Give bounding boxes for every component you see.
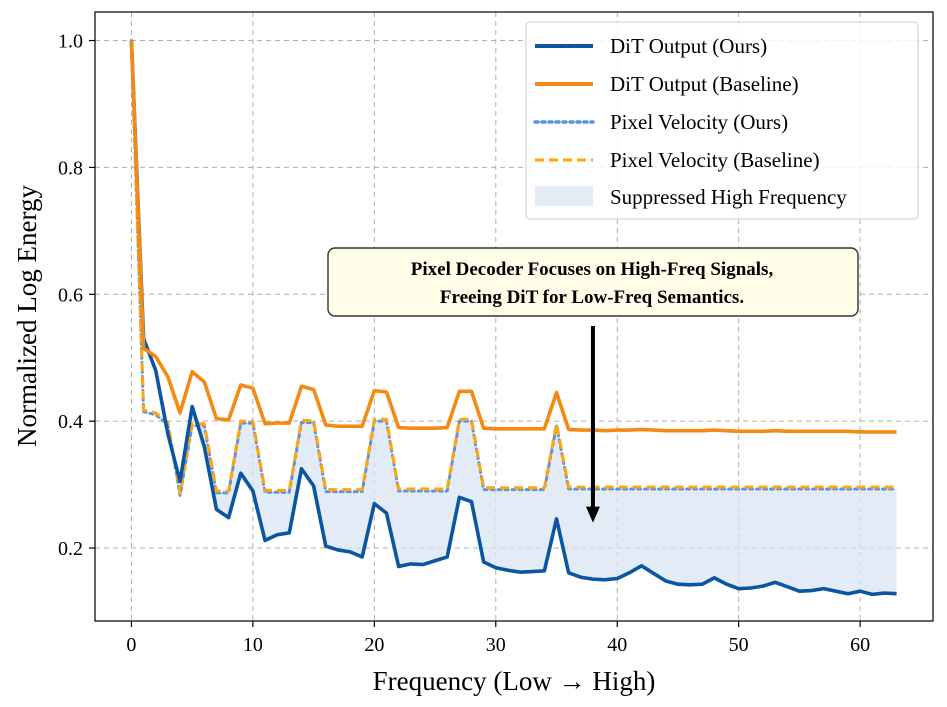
x-axis-title: Frequency (Low → High) xyxy=(373,666,656,696)
suppressed-high-frequency-fill xyxy=(192,406,897,595)
series-pixel-velocity-ours xyxy=(129,39,899,497)
x-tick-label: 50 xyxy=(729,634,749,656)
x-tick-label: 20 xyxy=(364,634,384,656)
series-layer xyxy=(129,39,899,597)
legend-label-pixel-baseline: Pixel Velocity (Baseline) xyxy=(610,148,820,172)
y-axis-title: Normalized Log Energy xyxy=(12,185,42,447)
y-tick-label: 0.4 xyxy=(58,411,83,433)
legend: DiT Output (Ours) DiT Output (Baseline) … xyxy=(525,21,919,220)
x-tick-label: 0 xyxy=(126,634,136,656)
series-dit-output-ours xyxy=(129,40,897,597)
annotation-line-1: Pixel Decoder Focuses on High-Freq Signa… xyxy=(411,259,774,280)
axis-ticks: 0 10 20 30 40 50 60 0.2 0.4 0.6 0.8 1.0 xyxy=(58,31,870,656)
series-dit-output-baseline xyxy=(129,40,897,434)
legend-label-dit-baseline: DiT Output (Baseline) xyxy=(610,72,799,96)
y-tick-label: 1.0 xyxy=(58,31,83,53)
x-tick-label: 40 xyxy=(607,634,627,656)
annotation-arrow-head xyxy=(585,506,600,523)
annotation-box xyxy=(327,247,859,317)
y-tick-label: 0.8 xyxy=(58,157,83,179)
annotation-line-2: Freeing DiT for Low-Freq Semantics. xyxy=(440,287,744,308)
legend-label-dit-ours: DiT Output (Ours) xyxy=(610,34,767,58)
legend-frame xyxy=(525,21,919,220)
legend-label-fill: Suppressed High Frequency xyxy=(610,185,847,209)
series-pixel-velocity-baseline xyxy=(129,40,897,495)
x-tick-label: 60 xyxy=(850,634,870,656)
legend-label-pixel-ours: Pixel Velocity (Ours) xyxy=(610,110,788,134)
annotation: Pixel Decoder Focuses on High-Freq Signa… xyxy=(327,247,859,523)
y-tick-label: 0.6 xyxy=(58,284,83,306)
plot-frame xyxy=(94,11,934,622)
legend-swatch-fill xyxy=(535,186,593,206)
y-tick-label: 0.2 xyxy=(58,538,83,560)
x-tick-label: 10 xyxy=(243,634,263,656)
x-tick-label: 30 xyxy=(486,634,506,656)
fill-region-layer xyxy=(192,406,897,595)
